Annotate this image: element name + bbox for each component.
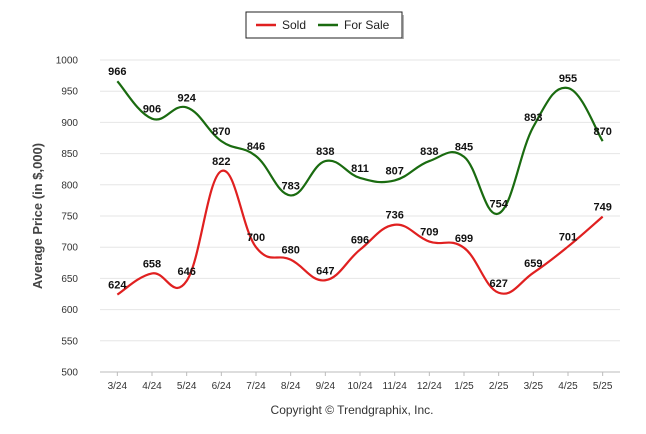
series-line-sold bbox=[116, 169, 604, 296]
data-label-for-sale: 966 bbox=[108, 66, 126, 78]
data-label-sold: 749 bbox=[593, 202, 611, 214]
y-tick-label: 750 bbox=[61, 212, 78, 223]
data-label-sold: 701 bbox=[559, 232, 577, 244]
data-label-for-sale: 870 bbox=[593, 126, 611, 138]
y-tick-label: 850 bbox=[61, 149, 78, 160]
x-tick-label: 4/24 bbox=[142, 381, 162, 392]
data-label-sold: 658 bbox=[143, 258, 161, 270]
y-tick-label: 550 bbox=[61, 336, 78, 347]
data-label-sold: 624 bbox=[108, 280, 127, 292]
data-label-sold: 700 bbox=[247, 232, 265, 244]
y-axis-ticks: 500 550 600 650 700 750 800 850 900 950 1000 bbox=[56, 56, 79, 379]
y-tick-label: 900 bbox=[61, 118, 78, 129]
series-lines bbox=[116, 80, 604, 296]
data-label-sold: 736 bbox=[385, 210, 403, 222]
x-tick-label: 3/25 bbox=[524, 381, 544, 392]
x-axis-ticks: 3/24 4/24 5/24 6/24 7/24 8/24 9/24 10/24 11/24 12… bbox=[108, 372, 613, 392]
data-label-for-sale: 870 bbox=[212, 126, 230, 138]
data-label-for-sale: 754 bbox=[489, 199, 508, 211]
x-tick-label: 5/24 bbox=[177, 381, 197, 392]
x-tick-label: 8/24 bbox=[281, 381, 301, 392]
data-label-for-sale: 906 bbox=[143, 104, 161, 116]
data-label-for-sale: 955 bbox=[559, 73, 577, 85]
gridlines bbox=[100, 59, 620, 373]
data-label-for-sale: 783 bbox=[281, 180, 299, 192]
x-tick-label: 4/25 bbox=[558, 381, 578, 392]
x-tick-label: 6/24 bbox=[212, 381, 232, 392]
x-tick-label: 9/24 bbox=[316, 381, 336, 392]
y-tick-label: 1000 bbox=[56, 56, 79, 67]
legend-label-for-sale: For Sale bbox=[344, 18, 390, 32]
x-tick-label: 1/25 bbox=[454, 381, 474, 392]
x-tick-label: 10/24 bbox=[347, 381, 372, 392]
y-axis-label: Average Price (in $,000) bbox=[30, 143, 45, 289]
y-tick-label: 700 bbox=[61, 243, 78, 254]
data-label-sold: 680 bbox=[281, 245, 299, 257]
x-tick-label: 7/24 bbox=[246, 381, 266, 392]
data-label-for-sale: 846 bbox=[247, 141, 265, 153]
data-label-sold: 696 bbox=[351, 235, 369, 247]
y-tick-label: 500 bbox=[61, 368, 78, 379]
legend-label-sold: Sold bbox=[282, 18, 306, 32]
legend: Sold For Sale bbox=[245, 11, 404, 39]
data-label-sold: 699 bbox=[455, 233, 473, 245]
data-label-sold: 822 bbox=[212, 156, 230, 168]
y-tick-label: 650 bbox=[61, 274, 78, 285]
x-tick-label: 12/24 bbox=[417, 381, 442, 392]
data-label-sold: 646 bbox=[177, 266, 195, 278]
data-label-sold: 627 bbox=[489, 278, 507, 290]
y-tick-label: 600 bbox=[61, 305, 78, 316]
data-label-for-sale: 838 bbox=[420, 146, 438, 158]
data-label-for-sale: 811 bbox=[351, 163, 369, 175]
data-label-sold: 659 bbox=[524, 258, 542, 270]
data-label-for-sale: 924 bbox=[177, 92, 196, 104]
x-tick-label: 11/24 bbox=[383, 381, 408, 392]
data-label-for-sale: 845 bbox=[455, 142, 473, 154]
x-tick-label: 5/25 bbox=[593, 381, 613, 392]
x-tick-label: 2/25 bbox=[489, 381, 509, 392]
y-tick-label: 950 bbox=[61, 87, 78, 98]
series-line-for-sale bbox=[116, 80, 604, 215]
data-label-for-sale: 838 bbox=[316, 146, 334, 158]
data-labels: 624 658 646 822 700 680 647 696 736 709 699 627 659 7… bbox=[108, 66, 612, 291]
x-tick-label: 3/24 bbox=[108, 381, 128, 392]
data-label-sold: 647 bbox=[316, 265, 334, 277]
data-label-sold: 709 bbox=[420, 227, 438, 239]
copyright-footer: Copyright © Trendgraphix, Inc. bbox=[271, 403, 434, 417]
data-label-for-sale: 893 bbox=[524, 112, 542, 124]
y-tick-label: 800 bbox=[61, 180, 78, 191]
data-label-for-sale: 807 bbox=[385, 165, 403, 177]
